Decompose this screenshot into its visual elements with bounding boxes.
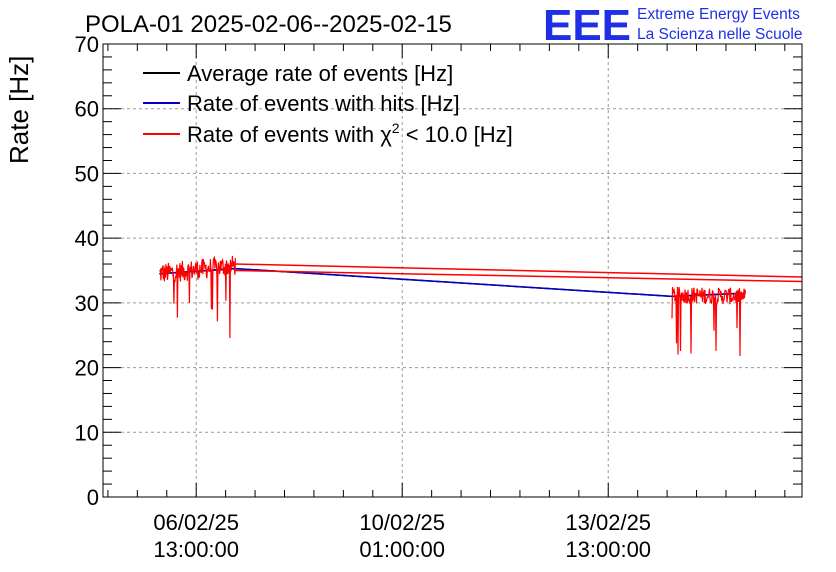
- y-tick-label: 0: [87, 485, 99, 510]
- chart-title: POLA-01 2025-02-06--2025-02-15: [85, 11, 452, 38]
- chi2-segment-1: [671, 286, 747, 357]
- eee-logo-line2: La Scienza nelle Scuole: [637, 26, 802, 43]
- legend-label-chi2-symbol: χ: [380, 122, 392, 147]
- y-tick-label: 10: [75, 420, 99, 445]
- series-line-1: [159, 267, 746, 298]
- legend: Average rate of events [Hz] Rate of even…: [143, 61, 513, 147]
- x-tick-label-date: 13/02/25: [565, 510, 651, 535]
- x-axis: 06/02/2513:00:0010/02/2501:00:0013/02/25…: [107, 44, 786, 562]
- y-tick-label: 30: [75, 291, 99, 316]
- legend-label-chi2-prefix: Rate of events with: [187, 122, 380, 147]
- legend-label-chi2-suffix: < 10.0 [Hz]: [400, 122, 513, 147]
- y-axis-label: Rate [Hz]: [4, 56, 34, 164]
- grid: [103, 44, 802, 497]
- eee-logo-line1: Extreme Energy Events: [637, 6, 800, 23]
- y-axis: 0 10 20 30 40 50 60 70: [75, 32, 802, 510]
- chi2-connector-0: [235, 263, 803, 278]
- eee-logo-mark: EEE: [543, 1, 631, 50]
- y-tick-label: 70: [75, 32, 99, 57]
- y-tick-label: 40: [75, 226, 99, 251]
- legend-label-average: Average rate of events [Hz]: [187, 61, 453, 86]
- plot-frame: [102, 43, 803, 498]
- x-tick-label-time: 13:00:00: [565, 537, 651, 562]
- series-group: [159, 255, 803, 357]
- y-tick-label: 60: [75, 97, 99, 122]
- legend-label-chi2-sup: 2: [392, 120, 400, 136]
- chi2-connector-1: [235, 269, 803, 283]
- x-tick-label-time: 01:00:00: [359, 537, 445, 562]
- chi2-segment-0: [159, 255, 236, 339]
- eee-logo: EEE Extreme Energy Events La Scienza nel…: [543, 1, 802, 50]
- x-tick-label-date: 06/02/25: [153, 510, 239, 535]
- x-tick-label-date: 10/02/25: [359, 510, 445, 535]
- y-tick-label: 20: [75, 356, 99, 381]
- y-tick-label: 50: [75, 161, 99, 186]
- legend-label-chi2: Rate of events with χ2 < 10.0 [Hz]: [187, 120, 513, 147]
- x-tick-label-time: 13:00:00: [153, 537, 239, 562]
- legend-label-hits: Rate of events with hits [Hz]: [187, 91, 460, 116]
